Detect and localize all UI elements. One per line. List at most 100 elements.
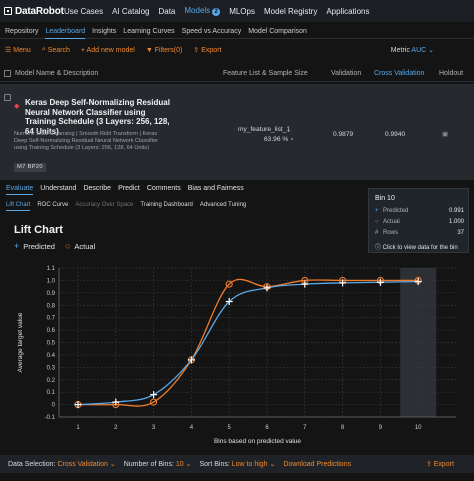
y-tick-label: 0.2 — [47, 378, 56, 384]
tab-predict[interactable]: Predict — [118, 185, 140, 192]
number-of-bins-dropdown[interactable]: Number of Bins: 10 ⌄ — [124, 460, 192, 468]
subnav-insights[interactable]: Insights — [92, 27, 117, 35]
footer-export-label: Export — [433, 461, 454, 468]
menu-button[interactable]: ☰ Menu — [5, 46, 31, 55]
nav-models[interactable]: Models 2 — [184, 6, 221, 16]
lock-icon: ▣ — [442, 131, 449, 138]
tab-evaluate[interactable]: Evaluate — [6, 182, 34, 195]
model-checkbox[interactable] — [4, 94, 11, 101]
legend-predicted-label: Predicted — [23, 242, 55, 251]
select-all-checkbox[interactable] — [4, 70, 11, 77]
hash-icon: # — [375, 230, 379, 236]
search-button[interactable]: ⌕ Search — [42, 46, 70, 54]
metric-selector[interactable]: Metric AUC ⌄ — [391, 46, 434, 54]
model-description: Numeric Data Cleansing | Smooth Ridit Tr… — [14, 131, 158, 151]
sort-bins-dropdown[interactable]: Sort Bins: Low to high ⌄ — [199, 460, 275, 468]
nav-models-label: Models — [184, 6, 211, 15]
y-tick-label: -0.1 — [45, 415, 56, 421]
download-predictions-button[interactable]: Download Predictions — [283, 460, 352, 468]
search-label: Search — [47, 46, 70, 54]
model-type-icon: ◆ — [14, 103, 20, 110]
lift-chart[interactable]: -0.1 0 0.1 0.2 0.3 0.4 0.5 0.6 0.7 0.8 0.9 1.0 1.1 1 2… — [0, 256, 474, 450]
actual-point — [225, 280, 233, 288]
subnav-repository[interactable]: Repository — [5, 27, 39, 35]
nav-data[interactable]: Data — [158, 6, 176, 16]
bins-label: Number of Bins: — [123, 461, 174, 468]
legend-actual-label: Actual — [74, 242, 96, 251]
leaderboard-column-headers: Model Name & Description Feature List & … — [0, 66, 474, 82]
predicted-point — [376, 278, 384, 286]
chevron-down-icon: ⌄ — [107, 461, 116, 468]
x-tick-label: 5 — [228, 425, 232, 431]
logo-text: DataRobot — [15, 5, 64, 17]
add-new-model-button[interactable]: + Add new model — [80, 46, 135, 54]
nav-use-cases[interactable]: Use Cases — [64, 6, 104, 16]
predicted-point — [150, 391, 158, 399]
model-title[interactable]: Keras Deep Self-Normalizing Residual Neu… — [25, 98, 170, 136]
footer-export-button[interactable]: ⇪ Export — [426, 460, 454, 468]
menu-icon: ☰ — [5, 47, 12, 54]
tooltip-predicted-label: Predicted — [383, 208, 409, 214]
column-model-name[interactable]: Model Name & Description — [15, 70, 99, 77]
tab-bias-and-fairness[interactable]: Bias and Fairness — [187, 185, 244, 192]
x-tick-label: 9 — [379, 425, 383, 431]
y-tick-label: 0.4 — [47, 353, 56, 359]
nav-mlops[interactable]: MLOps — [229, 6, 255, 16]
subtab-accuracy-over-space: Accuracy Over Space — [75, 202, 134, 208]
column-holdout[interactable]: Holdout — [439, 70, 464, 77]
metric-label: Metric — [390, 47, 410, 54]
legend-actual[interactable]: ○ Actual — [64, 241, 96, 252]
column-cross-validation[interactable]: Cross Validation — [374, 70, 425, 77]
subnav-speed-vs-accuracy[interactable]: Speed vs Accuracy — [181, 27, 242, 35]
x-axis-label: Bins based on predicted value — [214, 438, 301, 445]
data-selection-label: Data Selection: — [8, 461, 56, 468]
filters-button[interactable]: ▼ Filters(0) — [146, 47, 183, 54]
column-feature-list[interactable]: Feature List & Sample Size — [223, 70, 308, 77]
y-axis-label: Average target value — [17, 312, 24, 372]
nav-applications[interactable]: Applications — [326, 6, 370, 16]
tab-describe[interactable]: Describe — [83, 185, 112, 192]
data-selection-dropdown[interactable]: Data Selection: Cross Validation ⌄ — [8, 460, 116, 468]
chevron-down-icon[interactable]: ⌄ — [286, 127, 292, 134]
tab-understand[interactable]: Understand — [40, 185, 77, 192]
tab-comments[interactable]: Comments — [146, 185, 181, 192]
x-tick-label: 10 — [415, 425, 422, 431]
model-row[interactable]: ◆ Keras Deep Self-Normalizing Residual N… — [0, 84, 474, 180]
search-icon: ⌕ — [41, 46, 46, 53]
predicted-point — [263, 284, 271, 292]
predicted-series-line — [77, 280, 419, 406]
predicted-point — [187, 356, 195, 364]
subtab-lift-chart[interactable]: Lift Chart — [6, 199, 31, 211]
models-subnav: Repository Leaderboard Insights Learning… — [0, 24, 474, 39]
tooltip-actual-row: ○ Actual 1.000 — [375, 219, 464, 225]
tooltip-hint[interactable]: ⓘ Click to view data for the bin — [375, 242, 458, 251]
subnav-model-comparison[interactable]: Model Comparison — [248, 27, 307, 35]
subtab-roc-curve[interactable]: ROC Curve — [37, 202, 69, 208]
nav-ai-catalog[interactable]: AI Catalog — [112, 6, 150, 16]
tooltip-predicted-value: 0.991 — [448, 208, 464, 214]
circle-icon: ○ — [375, 219, 379, 225]
subnav-leaderboard[interactable]: Leaderboard — [45, 24, 86, 39]
export-button[interactable]: ⇪ Export — [193, 46, 221, 55]
export-icon: ⇪ — [425, 461, 434, 468]
subtab-training-dashboard[interactable]: Training Dashboard — [140, 202, 193, 208]
circle-icon: ○ — [64, 241, 71, 251]
x-tick-label: 6 — [265, 425, 269, 431]
legend-predicted[interactable]: + Predicted — [14, 241, 55, 252]
column-validation[interactable]: Validation — [331, 70, 362, 77]
plus-icon: + — [14, 241, 20, 251]
subnav-learning-curves[interactable]: Learning Curves — [123, 27, 175, 35]
models-count-badge: 2 — [212, 8, 221, 16]
subtab-advanced-tuning[interactable]: Advanced Tuning — [199, 202, 247, 208]
nav-model-registry[interactable]: Model Registry — [263, 6, 318, 16]
model-tag: M7 BP20 — [14, 163, 46, 172]
y-tick-label: 0.3 — [47, 365, 56, 371]
datarobot-logo[interactable]: DataRobot — [0, 6, 64, 17]
actual-series-line — [77, 278, 419, 407]
plus-icon: + — [375, 208, 379, 214]
chevron-down-icon: ⌄ — [426, 47, 434, 54]
predicted-point — [74, 401, 82, 409]
y-tick-label: 0.5 — [47, 341, 56, 347]
y-tick-label: 0.8 — [47, 303, 56, 309]
data-selection-value: Cross Validation — [57, 461, 108, 468]
